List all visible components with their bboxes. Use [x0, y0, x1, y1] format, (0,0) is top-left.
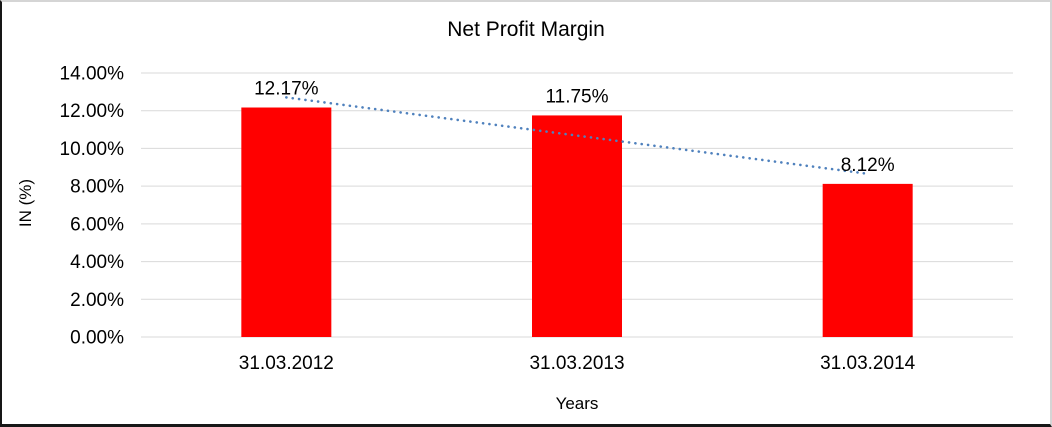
y-tick-label: 6.00% [70, 214, 124, 235]
y-tick-label: 0.00% [70, 328, 124, 349]
data-label: 8.12% [841, 155, 895, 176]
x-tick-label: 31.03.2014 [820, 353, 916, 374]
y-tick-label: 4.00% [70, 252, 124, 273]
data-label: 11.75% [545, 86, 608, 107]
bar [532, 115, 622, 337]
y-tick-label: 10.00% [60, 139, 125, 160]
x-tick-label: 31.03.2013 [529, 353, 624, 374]
chart-title: Net Profit Margin [447, 18, 605, 41]
bar [241, 107, 332, 337]
y-tick-label: 12.00% [60, 101, 125, 122]
y-tick-label: 8.00% [70, 177, 124, 198]
x-tick-label: 31.03.2012 [239, 353, 334, 374]
bar [822, 183, 913, 337]
x-axis-title: Years [555, 394, 599, 413]
y-tick-label: 2.00% [70, 290, 124, 311]
trendline [285, 96, 869, 176]
data-label: 12.17% [254, 79, 319, 100]
y-tick-label: 14.00% [60, 64, 125, 85]
